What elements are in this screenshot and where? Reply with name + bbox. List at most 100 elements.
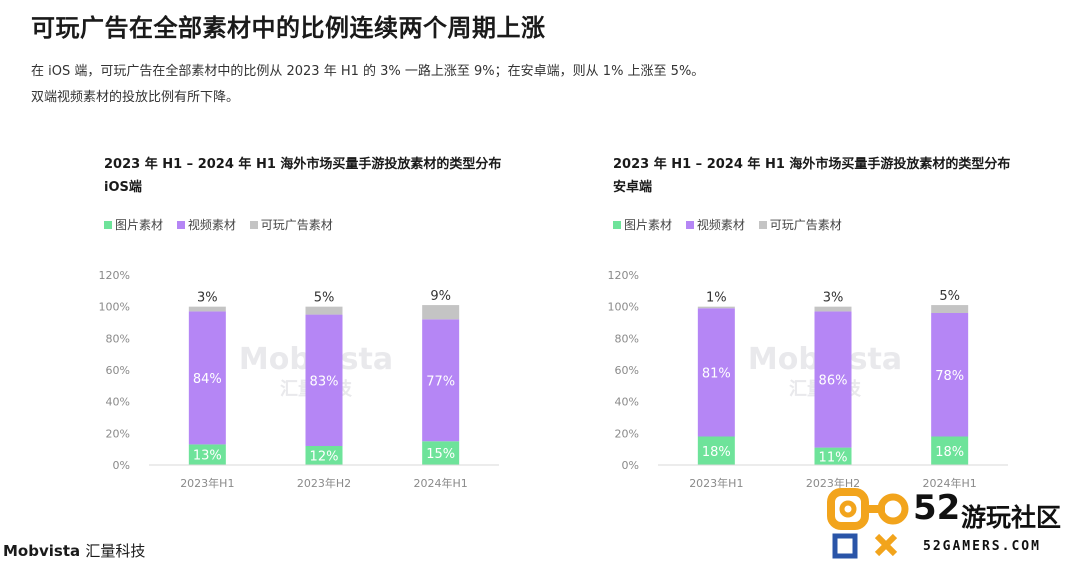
bar-stack-2: 15% 77% 9% — [422, 289, 460, 465]
bar-image — [814, 447, 852, 465]
data-label-image: 15% — [426, 447, 455, 462]
legend-item-video: 视频素材 — [685, 216, 745, 233]
legend-label-image: 图片素材 — [624, 218, 673, 232]
x-tick-label: 2024年H1 — [923, 476, 977, 490]
legend-swatch-video — [685, 221, 694, 229]
legend-label-playable: 可玩广告素材 — [260, 218, 333, 232]
subtitle-line-2: 双端视频素材的投放比例有所下降。 — [31, 90, 240, 105]
chart-plot-ios: Mobvista汇量科技0%20%40%60%80%100%120%13%84%… — [99, 269, 499, 490]
data-label-playable: 1% — [706, 291, 727, 306]
y-tick-label: 120% — [99, 269, 130, 282]
chart-android: 2023 年 H1 – 2024 年 H1 海外市场买量手游投放素材的类型分布 … — [608, 150, 1043, 500]
y-tick-label: 0% — [622, 459, 639, 472]
legend-item-playable: 可玩广告素材 — [758, 216, 842, 233]
y-tick-label: 100% — [99, 301, 130, 314]
data-label-image: 18% — [702, 445, 731, 460]
bar-playable — [422, 305, 460, 320]
bar-playable — [188, 306, 226, 312]
data-label-video: 86% — [819, 374, 848, 389]
bar-image — [931, 436, 969, 465]
data-label-playable: 5% — [314, 291, 335, 306]
legend-swatch-image — [613, 221, 621, 229]
bar-playable — [814, 306, 852, 312]
legend-item-image: 图片素材 — [104, 216, 163, 233]
data-label-video: 77% — [426, 374, 455, 389]
legend-swatch-video — [176, 221, 185, 229]
y-tick-label: 80% — [106, 332, 130, 345]
chart-legend: 图片素材 视频素材 可玩广告素材 — [613, 216, 852, 233]
bar-video — [814, 311, 852, 448]
y-tick-label: 60% — [106, 364, 130, 377]
badge-name: 游玩社区 — [961, 503, 1062, 532]
bar-video — [931, 313, 969, 437]
bar-image — [422, 441, 460, 465]
page-title: 可玩广告在全部素材中的比例连续两个周期上涨 — [31, 14, 546, 42]
x-tick-label: 2023年H1 — [180, 476, 234, 490]
y-tick-label: 100% — [608, 301, 639, 314]
bar-playable — [931, 305, 969, 313]
subtitle-line-1: 在 iOS 端，可玩广告在全部素材中的比例从 2023 年 H1 的 3% 一路… — [31, 64, 705, 79]
y-tick-label: 20% — [106, 427, 130, 440]
data-label-image: 18% — [935, 445, 964, 460]
y-tick-label: 80% — [615, 332, 639, 345]
data-label-video: 78% — [935, 369, 964, 384]
bar-video — [305, 314, 343, 446]
bar-image — [305, 446, 343, 465]
legend-item-image: 图片素材 — [613, 216, 672, 233]
x-tick-label: 2023年H2 — [806, 476, 860, 490]
legend-label-video: 视频素材 — [187, 218, 236, 232]
data-label-playable: 3% — [823, 291, 844, 306]
data-label-video: 83% — [310, 374, 339, 389]
x-tick-label: 2023年H1 — [689, 476, 743, 490]
gamepad-symbols-icon — [827, 488, 909, 559]
data-label-playable: 3% — [197, 291, 218, 306]
bar-stack-0: 18% 81% 1% — [697, 291, 735, 465]
chart-title: 2023 年 H1 – 2024 年 H1 海外市场买量手游投放素材的类型分布 — [104, 157, 502, 172]
footer-logo: Mobvista 汇量科技 — [3, 540, 145, 561]
badge-url: 52GAMERS.COM — [923, 539, 1041, 554]
legend-item-playable: 可玩广告素材 — [249, 216, 333, 233]
bar-stack-1: 12% 83% 5% — [305, 291, 343, 465]
data-label-image: 11% — [819, 450, 848, 465]
bar-video — [422, 319, 460, 442]
x-tick-label: 2024年H1 — [414, 476, 468, 490]
bar-image — [697, 436, 735, 465]
chart-ios: 2023 年 H1 – 2024 年 H1 海外市场买量手游投放素材的类型分布 … — [99, 150, 534, 500]
legend-swatch-image — [104, 221, 112, 229]
y-tick-label: 0% — [113, 459, 130, 472]
y-tick-label: 120% — [608, 269, 639, 282]
bar-video — [697, 308, 735, 437]
legend-label-playable: 可玩广告素材 — [769, 218, 842, 232]
legend-swatch-playable — [758, 221, 767, 229]
bar-playable — [697, 306, 735, 309]
bar-stack-1: 11% 86% 3% — [814, 291, 852, 465]
legend-label-video: 视频素材 — [696, 218, 745, 232]
chart-title: 2023 年 H1 – 2024 年 H1 海外市场买量手游投放素材的类型分布 — [613, 157, 1011, 172]
site-badge[interactable]: 52 游玩社区 52GAMERS.COM — [825, 486, 1077, 564]
legend-label-image: 图片素材 — [115, 218, 164, 232]
chart-legend: 图片素材 视频素材 可玩广告素材 — [104, 216, 343, 233]
bar-playable — [305, 306, 343, 315]
chart-subtitle: 安卓端 — [613, 180, 653, 195]
data-label-video: 84% — [193, 372, 222, 387]
bar-image — [188, 444, 226, 465]
y-tick-label: 20% — [615, 427, 639, 440]
legend-item-video: 视频素材 — [176, 216, 236, 233]
x-tick-label: 2023年H2 — [297, 476, 351, 490]
chart-subtitle: iOS端 — [104, 180, 142, 195]
y-tick-label: 40% — [106, 396, 130, 409]
y-tick-label: 40% — [615, 396, 639, 409]
bar-video — [188, 311, 226, 445]
chart-plot-android: Mobvista汇量科技0%20%40%60%80%100%120%18%81%… — [608, 269, 1008, 490]
data-label-image: 12% — [310, 450, 339, 465]
footer-brand: Mobvista — [3, 542, 81, 560]
y-tick-label: 60% — [615, 364, 639, 377]
data-label-playable: 9% — [430, 289, 451, 304]
data-label-video: 81% — [702, 366, 731, 381]
legend-swatch-playable — [249, 221, 258, 229]
footer-brand-cn: 汇量科技 — [85, 542, 146, 560]
data-label-image: 13% — [193, 449, 222, 464]
bar-stack-2: 18% 78% 5% — [931, 289, 969, 465]
bar-stack-0: 13% 84% 3% — [188, 291, 226, 465]
badge-number: 52 — [913, 488, 961, 528]
